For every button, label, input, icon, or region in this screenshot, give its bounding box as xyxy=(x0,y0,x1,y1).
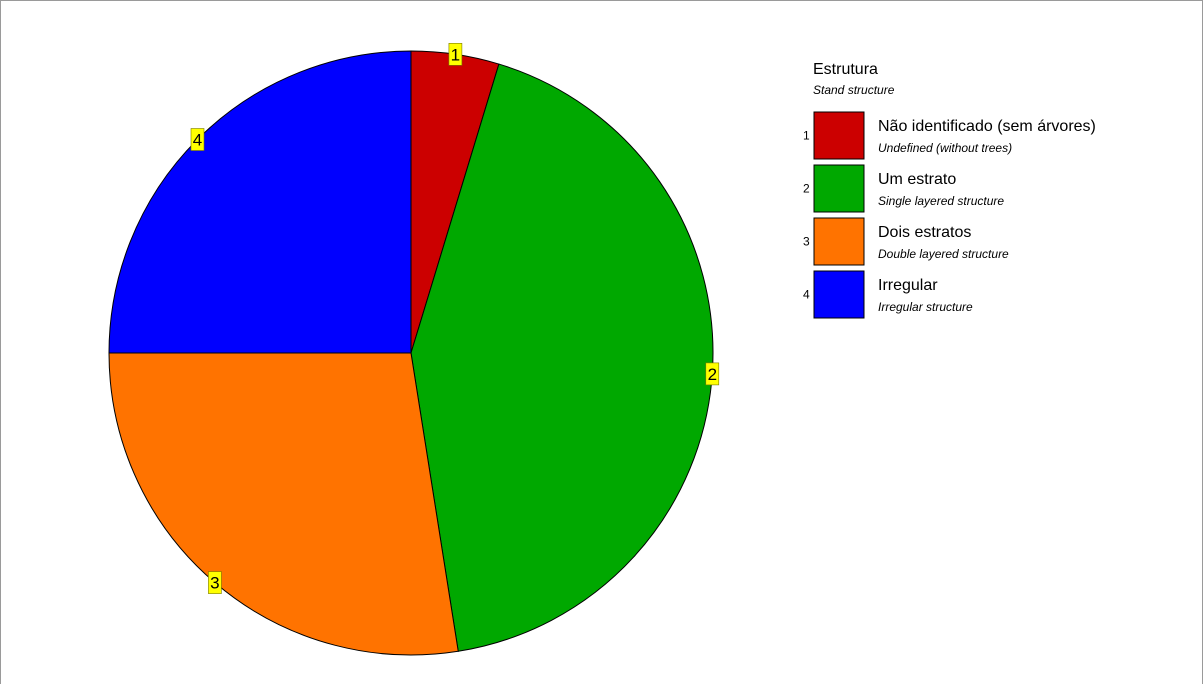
pie-slices xyxy=(108,50,714,656)
legend-swatch xyxy=(813,270,865,319)
legend-item-3: 3 Dois estratos Double layered structure xyxy=(803,217,1009,266)
legend-item-sublabel: Undefined (without trees) xyxy=(878,141,1012,155)
legend-subtitle: Stand structure xyxy=(813,83,895,97)
legend-item-number: 3 xyxy=(803,235,810,249)
pie-label-text-2: 2 xyxy=(708,365,717,384)
legend-item-label: Irregular xyxy=(878,277,938,294)
pie-label-text-1: 1 xyxy=(451,45,460,64)
legend-item-label: Um estrato xyxy=(878,171,956,188)
pie-slice-4 xyxy=(108,50,412,354)
pie-label-text-4: 4 xyxy=(193,131,202,150)
legend-item-sublabel: Double layered structure xyxy=(878,247,1009,261)
legend-swatch xyxy=(813,111,865,160)
legend-item-label: Não identificado (sem árvores) xyxy=(878,118,1096,135)
legend-item-number: 1 xyxy=(803,129,810,143)
pie-label-1: 1 xyxy=(448,42,463,66)
legend-item-label: Dois estratos xyxy=(878,224,971,241)
legend-item-2: 2 Um estrato Single layered structure xyxy=(803,164,1004,213)
pie-label-box-2 xyxy=(705,362,720,386)
pie-slice-labels: 1 2 3 4 xyxy=(190,42,720,594)
legend-item-sublabel: Irregular structure xyxy=(878,300,973,314)
legend-item-sublabel: Single layered structure xyxy=(878,194,1004,208)
legend-item-number: 2 xyxy=(803,182,810,196)
legend-item-number: 4 xyxy=(803,288,810,302)
legend-items: 1 Não identificado (sem árvores) Undefined… xyxy=(803,111,1096,319)
legend: Estrutura Stand structure 1 Não identific… xyxy=(803,61,1096,319)
legend-item-1: 1 Não identificado (sem árvores) Undefined… xyxy=(803,111,1096,160)
legend-title: Estrutura xyxy=(813,61,878,78)
pie-label-box-4 xyxy=(190,128,205,151)
pie-label-2: 2 xyxy=(705,362,720,386)
legend-swatch xyxy=(813,164,865,213)
legend-item-4: 4 Irregular Irregular structure xyxy=(803,270,973,319)
pie-label-4: 4 xyxy=(190,128,205,151)
pie-label-box-1 xyxy=(448,42,463,66)
pie-slice-3 xyxy=(108,352,459,656)
pie-label-3: 3 xyxy=(208,571,222,594)
legend-swatch xyxy=(813,217,865,266)
pie-label-box-3 xyxy=(208,571,222,594)
pie-label-text-3: 3 xyxy=(210,574,219,593)
